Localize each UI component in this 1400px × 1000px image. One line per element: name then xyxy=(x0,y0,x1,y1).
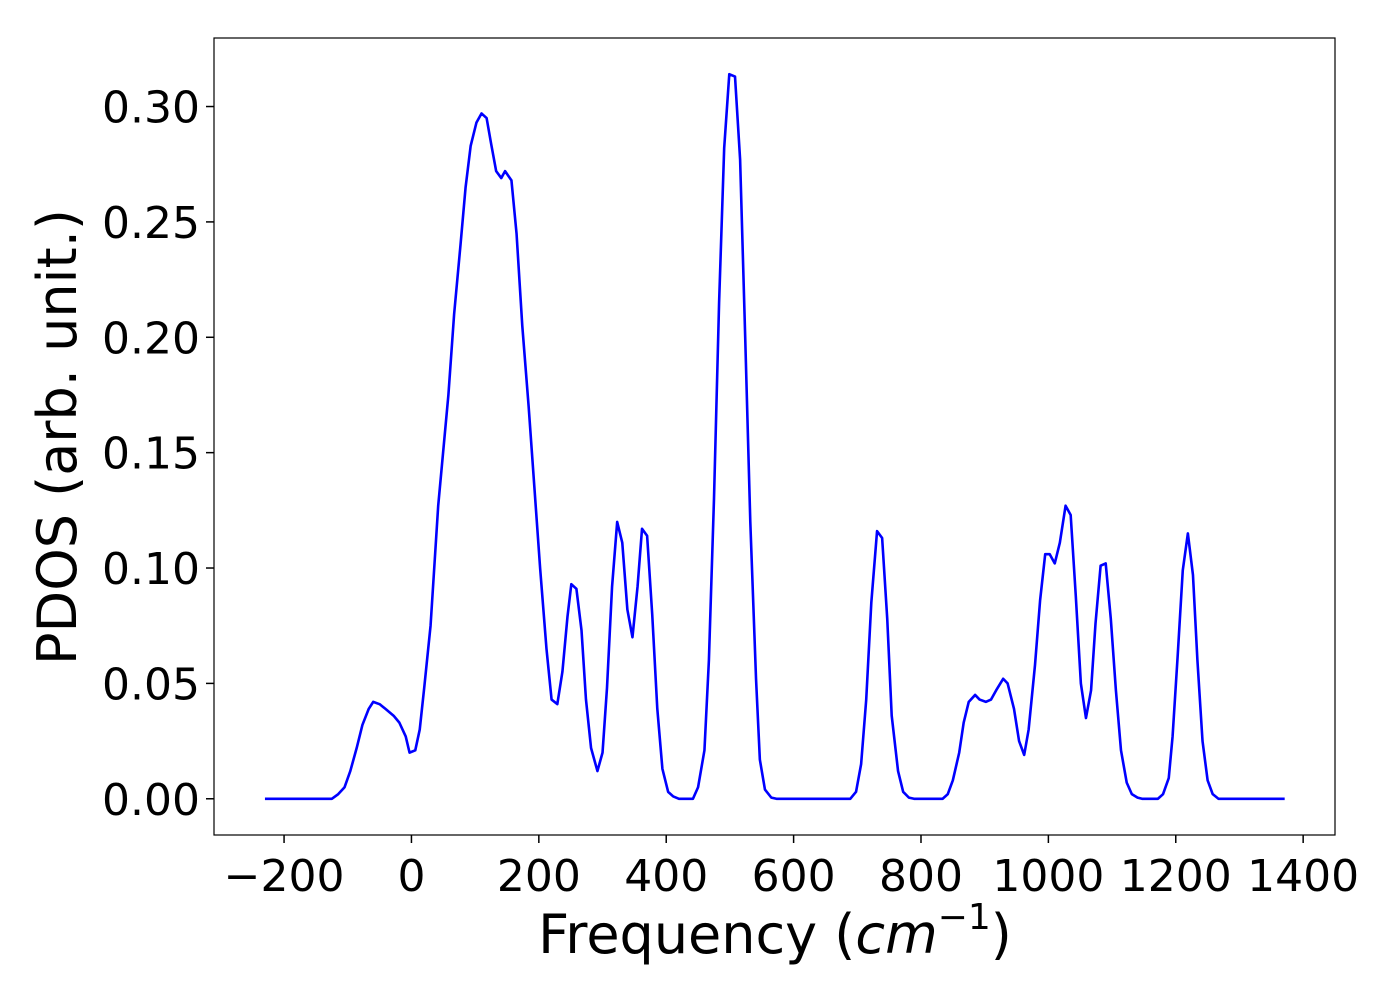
x-tick-label: 1400 xyxy=(1247,851,1359,902)
x-tick-label: 800 xyxy=(879,851,963,902)
x-label-close: ) xyxy=(991,903,1012,966)
x-label-unit: cm xyxy=(855,903,937,966)
plot-frame xyxy=(213,37,1336,836)
x-tick-label: 1200 xyxy=(1120,851,1232,902)
y-tick-label: 0.25 xyxy=(102,198,200,249)
y-tick-label: 0.30 xyxy=(102,83,200,134)
x-tick-label: 600 xyxy=(752,851,836,902)
x-tick-label: 0 xyxy=(397,851,425,902)
x-label-exponent: −1 xyxy=(938,897,991,938)
x-axis-label: Frequency (cm−1) xyxy=(538,897,1012,966)
x-tick-label: 200 xyxy=(497,851,581,902)
line xyxy=(264,72,1285,801)
y-tick-label: 0.15 xyxy=(102,429,200,480)
y-tick-label: 0.20 xyxy=(102,313,200,364)
x-label-text: Frequency ( xyxy=(538,903,855,966)
y-tick-label: 0.10 xyxy=(102,544,200,595)
x-tick-label: 400 xyxy=(624,851,708,902)
y-tick-label: 0.05 xyxy=(102,659,200,710)
x-tick-label: 1000 xyxy=(992,851,1104,902)
y-tick-label: 0.00 xyxy=(102,775,200,826)
x-tick-label: −200 xyxy=(224,851,345,902)
y-axis-label: PDOS (arb. unit.) xyxy=(26,209,89,665)
